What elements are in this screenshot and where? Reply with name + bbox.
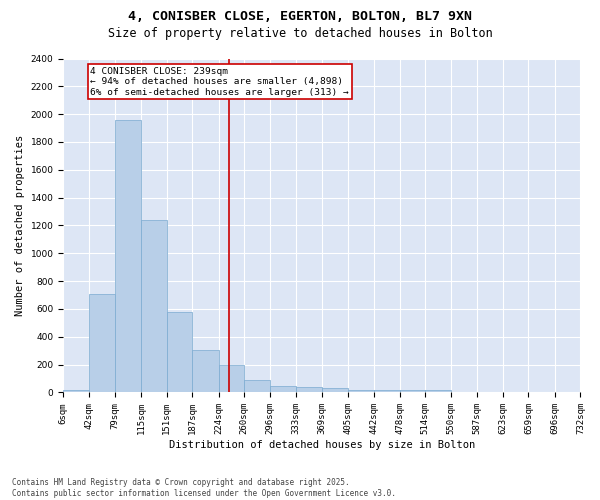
- Bar: [89, 294, 115, 392]
- Bar: [270, 386, 296, 392]
- Bar: [400, 390, 425, 392]
- Text: Size of property relative to detached houses in Bolton: Size of property relative to detached ho…: [107, 28, 493, 40]
- Bar: [374, 390, 400, 392]
- X-axis label: Distribution of detached houses by size in Bolton: Distribution of detached houses by size …: [169, 440, 475, 450]
- Bar: [63, 390, 89, 392]
- Y-axis label: Number of detached properties: Number of detached properties: [15, 135, 25, 316]
- Bar: [167, 312, 192, 392]
- Text: Contains HM Land Registry data © Crown copyright and database right 2025.
Contai: Contains HM Land Registry data © Crown c…: [12, 478, 396, 498]
- Bar: [244, 380, 270, 392]
- Bar: [141, 220, 167, 392]
- Bar: [322, 388, 347, 392]
- Bar: [347, 390, 374, 392]
- Bar: [192, 350, 218, 393]
- Bar: [115, 120, 141, 392]
- Bar: [296, 387, 322, 392]
- Text: 4 CONISBER CLOSE: 239sqm
← 94% of detached houses are smaller (4,898)
6% of semi: 4 CONISBER CLOSE: 239sqm ← 94% of detach…: [91, 67, 349, 96]
- Bar: [218, 364, 244, 392]
- Bar: [425, 390, 451, 392]
- Text: 4, CONISBER CLOSE, EGERTON, BOLTON, BL7 9XN: 4, CONISBER CLOSE, EGERTON, BOLTON, BL7 …: [128, 10, 472, 23]
